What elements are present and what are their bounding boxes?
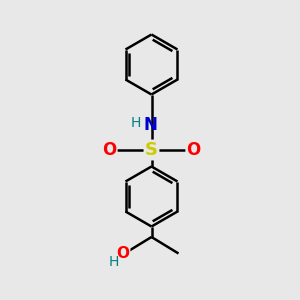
- Text: S: S: [145, 141, 158, 159]
- Text: N: N: [143, 116, 157, 134]
- Text: O: O: [116, 246, 130, 261]
- Text: O: O: [102, 141, 117, 159]
- Text: O: O: [186, 141, 201, 159]
- Text: H: H: [131, 116, 141, 130]
- Text: H: H: [109, 256, 119, 269]
